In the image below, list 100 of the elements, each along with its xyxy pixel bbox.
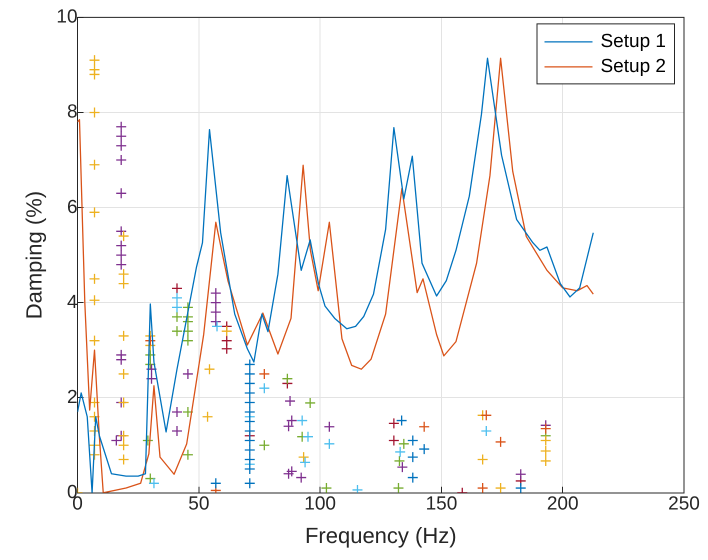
point [284, 395, 296, 407]
point [258, 382, 270, 394]
point [388, 418, 400, 430]
point [210, 287, 222, 299]
point [88, 54, 100, 66]
point [182, 368, 194, 380]
point [477, 454, 488, 466]
point [494, 482, 506, 493]
point [394, 455, 406, 467]
point [171, 292, 183, 304]
point [258, 368, 270, 380]
point [244, 406, 256, 418]
point [116, 354, 127, 366]
point [244, 368, 256, 380]
point [244, 478, 256, 489]
point [396, 461, 408, 473]
point [418, 443, 430, 455]
y-axis-title: Damping (%) [21, 190, 46, 320]
point [88, 273, 100, 285]
point [146, 364, 158, 375]
point [88, 335, 100, 346]
point [299, 456, 311, 468]
point [244, 396, 256, 408]
x-tick-label: 200 [546, 493, 579, 514]
point [540, 434, 552, 446]
point [221, 343, 232, 354]
point [116, 240, 127, 252]
point [296, 414, 308, 426]
point [480, 410, 492, 421]
point [202, 411, 214, 422]
point [244, 434, 256, 446]
point [302, 431, 314, 442]
point [116, 121, 127, 132]
point [118, 268, 130, 280]
point [282, 420, 294, 432]
point [116, 258, 127, 270]
point [110, 434, 122, 446]
point [210, 306, 222, 318]
point [407, 451, 418, 463]
point [282, 468, 294, 480]
point [407, 434, 418, 446]
x-tick-label: 50 [188, 493, 210, 514]
point [171, 311, 183, 323]
point [244, 416, 256, 428]
point [88, 68, 100, 80]
point [144, 335, 156, 346]
point [396, 414, 408, 426]
point [394, 446, 406, 458]
point [171, 406, 183, 418]
point [221, 326, 232, 337]
point [116, 226, 127, 237]
point [258, 440, 270, 451]
point [324, 438, 335, 450]
point [540, 445, 552, 457]
point [210, 316, 222, 328]
point [118, 368, 130, 380]
y-tick-label: 4 [66, 292, 78, 313]
point [244, 444, 256, 456]
x-tick-label: 250 [668, 493, 700, 514]
point [171, 326, 183, 337]
point [182, 406, 194, 418]
point [88, 159, 100, 170]
point [304, 397, 316, 409]
point [221, 335, 232, 346]
point [477, 482, 488, 493]
point [480, 425, 492, 437]
point [244, 454, 256, 466]
y-tick-label: 2 [66, 386, 78, 408]
point [494, 436, 506, 448]
legend-label: Setup 2 [600, 56, 666, 78]
point [286, 466, 298, 478]
point [88, 449, 100, 460]
legend-label: Setup 1 [600, 31, 666, 52]
point [244, 425, 256, 437]
point [118, 396, 130, 408]
point [515, 468, 526, 480]
point [118, 440, 130, 451]
y-tick-label: 8 [66, 102, 78, 123]
point [398, 438, 410, 450]
x-axis-title: Frequency (Hz) [304, 522, 457, 548]
point [210, 296, 222, 308]
point [204, 364, 216, 375]
point [116, 249, 127, 261]
point [116, 188, 127, 199]
y-tick-label: 10 [56, 6, 78, 28]
point [352, 484, 364, 493]
x-tick-label: 100 [304, 493, 336, 514]
point [388, 434, 400, 446]
x-tick-label: 150 [426, 493, 458, 514]
point [211, 320, 223, 332]
point [182, 335, 194, 346]
point [116, 154, 127, 166]
point [171, 425, 183, 437]
point [244, 378, 256, 390]
point [144, 472, 156, 484]
point [320, 482, 332, 493]
point [182, 316, 194, 328]
point [88, 294, 100, 306]
y-tick-label: 6 [66, 196, 78, 218]
point [298, 451, 310, 463]
